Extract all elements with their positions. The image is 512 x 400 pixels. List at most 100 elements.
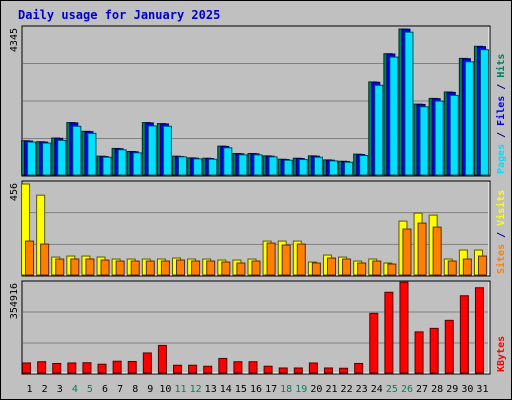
- bar-sites-day-27: [417, 222, 427, 276]
- x-tick-label-day-21: 21: [325, 384, 337, 395]
- bar-kbytes-day-12: [188, 364, 198, 374]
- legend-entry: Sites: [495, 244, 507, 274]
- bar-pages-day-4: [72, 125, 82, 176]
- right-legend: KBytes: [496, 336, 507, 372]
- bar-kbytes-day-26: [399, 281, 409, 374]
- bar-kbytes-day-18: [278, 367, 288, 374]
- bar-pages-day-27: [419, 106, 429, 176]
- bar-pages-day-7: [117, 149, 127, 176]
- bar-kbytes-day-2: [37, 361, 47, 374]
- legend-entry: Pages: [496, 144, 507, 174]
- x-tick-label-day-7: 7: [117, 384, 123, 395]
- x-tick-label-day-31: 31: [476, 384, 488, 395]
- bar-sites-day-28: [432, 226, 442, 276]
- x-tick-label-day-28: 28: [431, 384, 443, 395]
- bar-kbytes-day-31: [474, 287, 484, 374]
- right-legend: Pages / Files / Hits: [495, 54, 507, 174]
- bar-sites-day-7: [115, 260, 125, 276]
- bar-sites-day-10: [160, 260, 170, 276]
- bar-pages-day-23: [359, 155, 369, 176]
- bar-pages-day-25: [389, 56, 399, 176]
- bar-pages-day-31: [479, 49, 489, 176]
- bar-sites-day-24: [372, 260, 382, 276]
- panel-visits-sites: 456 Sites / Visits: [9, 180, 507, 277]
- legend-entry: /: [496, 78, 507, 96]
- bar-pages-day-9: [147, 125, 157, 176]
- bar-kbytes-day-29: [444, 319, 454, 374]
- bar-pages-day-13: [208, 158, 218, 176]
- bar-sites-day-12: [191, 260, 201, 276]
- x-tick-label-day-11: 11: [174, 384, 186, 395]
- right-legend: Sites / Visits: [495, 190, 507, 274]
- panel-kbytes: 354916 KBytes: [9, 280, 507, 375]
- x-tick-label-day-29: 29: [446, 384, 458, 395]
- legend-entry: KBytes: [496, 336, 507, 372]
- bar-kbytes-day-11: [173, 364, 183, 374]
- bar-sites-day-29: [447, 260, 457, 276]
- bar-sites-day-9: [145, 260, 155, 276]
- bar-kbytes-day-30: [459, 295, 469, 374]
- bar-sites-day-31: [477, 255, 487, 276]
- bar-sites-day-23: [357, 262, 367, 276]
- x-tick-label-day-22: 22: [341, 384, 353, 395]
- bar-sites-day-15: [236, 262, 246, 276]
- bar-kbytes-day-23: [354, 362, 364, 374]
- legend-entry: /: [496, 226, 507, 244]
- bar-sites-day-5: [85, 258, 95, 276]
- x-tick-label-day-2: 2: [42, 384, 48, 395]
- bar-pages-day-6: [102, 156, 112, 176]
- x-tick-label-day-8: 8: [132, 384, 138, 395]
- bar-sites-day-1: [25, 240, 35, 276]
- bar-sites-day-16: [251, 260, 261, 276]
- x-tick-label-day-20: 20: [310, 384, 322, 395]
- x-tick-label-day-27: 27: [416, 384, 428, 395]
- x-tick-label-day-24: 24: [371, 384, 383, 395]
- bar-sites-day-26: [402, 228, 412, 276]
- chart-title: Daily usage for January 2025: [18, 8, 220, 22]
- panel-frame: [21, 280, 491, 375]
- legend-entry: Files: [495, 96, 507, 126]
- bar-sites-day-20: [311, 262, 321, 276]
- bar-kbytes-day-14: [218, 357, 228, 374]
- x-tick-label-day-13: 13: [205, 384, 217, 395]
- x-tick-label-day-5: 5: [87, 384, 93, 395]
- x-tick-label-day-16: 16: [250, 384, 262, 395]
- bar-pages-day-10: [162, 125, 172, 176]
- x-tick-label-day-6: 6: [102, 384, 108, 395]
- bar-sites-day-11: [176, 259, 186, 276]
- bar-sites-day-22: [342, 258, 352, 276]
- x-tick-label-day-23: 23: [356, 384, 368, 395]
- bar-pages-day-5: [87, 132, 97, 176]
- y-max-label: 4345: [9, 28, 20, 52]
- bar-sites-day-18: [281, 244, 291, 276]
- bar-pages-day-8: [132, 152, 142, 176]
- x-tick-label-day-26: 26: [401, 384, 413, 395]
- bar-kbytes-day-28: [429, 327, 439, 374]
- bar-kbytes-day-15: [233, 361, 243, 374]
- x-tick-label-day-1: 1: [27, 384, 33, 395]
- bar-kbytes-day-27: [414, 331, 424, 374]
- bar-pages-day-15: [238, 154, 248, 176]
- x-tick-label-day-15: 15: [235, 384, 247, 395]
- bar-kbytes-day-7: [112, 360, 122, 374]
- bar-kbytes-day-8: [127, 360, 137, 374]
- bar-sites-day-13: [206, 260, 216, 276]
- bar-pages-day-2: [42, 142, 52, 176]
- bar-pages-day-22: [344, 161, 354, 176]
- bar-kbytes-day-13: [203, 365, 213, 374]
- bar-kbytes-day-10: [157, 344, 167, 374]
- bar-pages-day-17: [268, 156, 278, 176]
- x-tick-label-day-30: 30: [461, 384, 473, 395]
- bar-pages-day-1: [27, 141, 37, 176]
- bar-sites-day-19: [296, 243, 306, 276]
- bar-pages-day-21: [328, 160, 338, 176]
- bar-pages-day-18: [283, 159, 293, 176]
- y-max-label: 456: [9, 183, 20, 201]
- legend-entry: /: [496, 126, 507, 144]
- bar-pages-day-3: [57, 139, 67, 176]
- bar-kbytes-day-4: [67, 362, 77, 374]
- bar-kbytes-day-17: [263, 365, 273, 374]
- x-tick-label-day-17: 17: [265, 384, 277, 395]
- bar-pages-day-30: [464, 61, 474, 176]
